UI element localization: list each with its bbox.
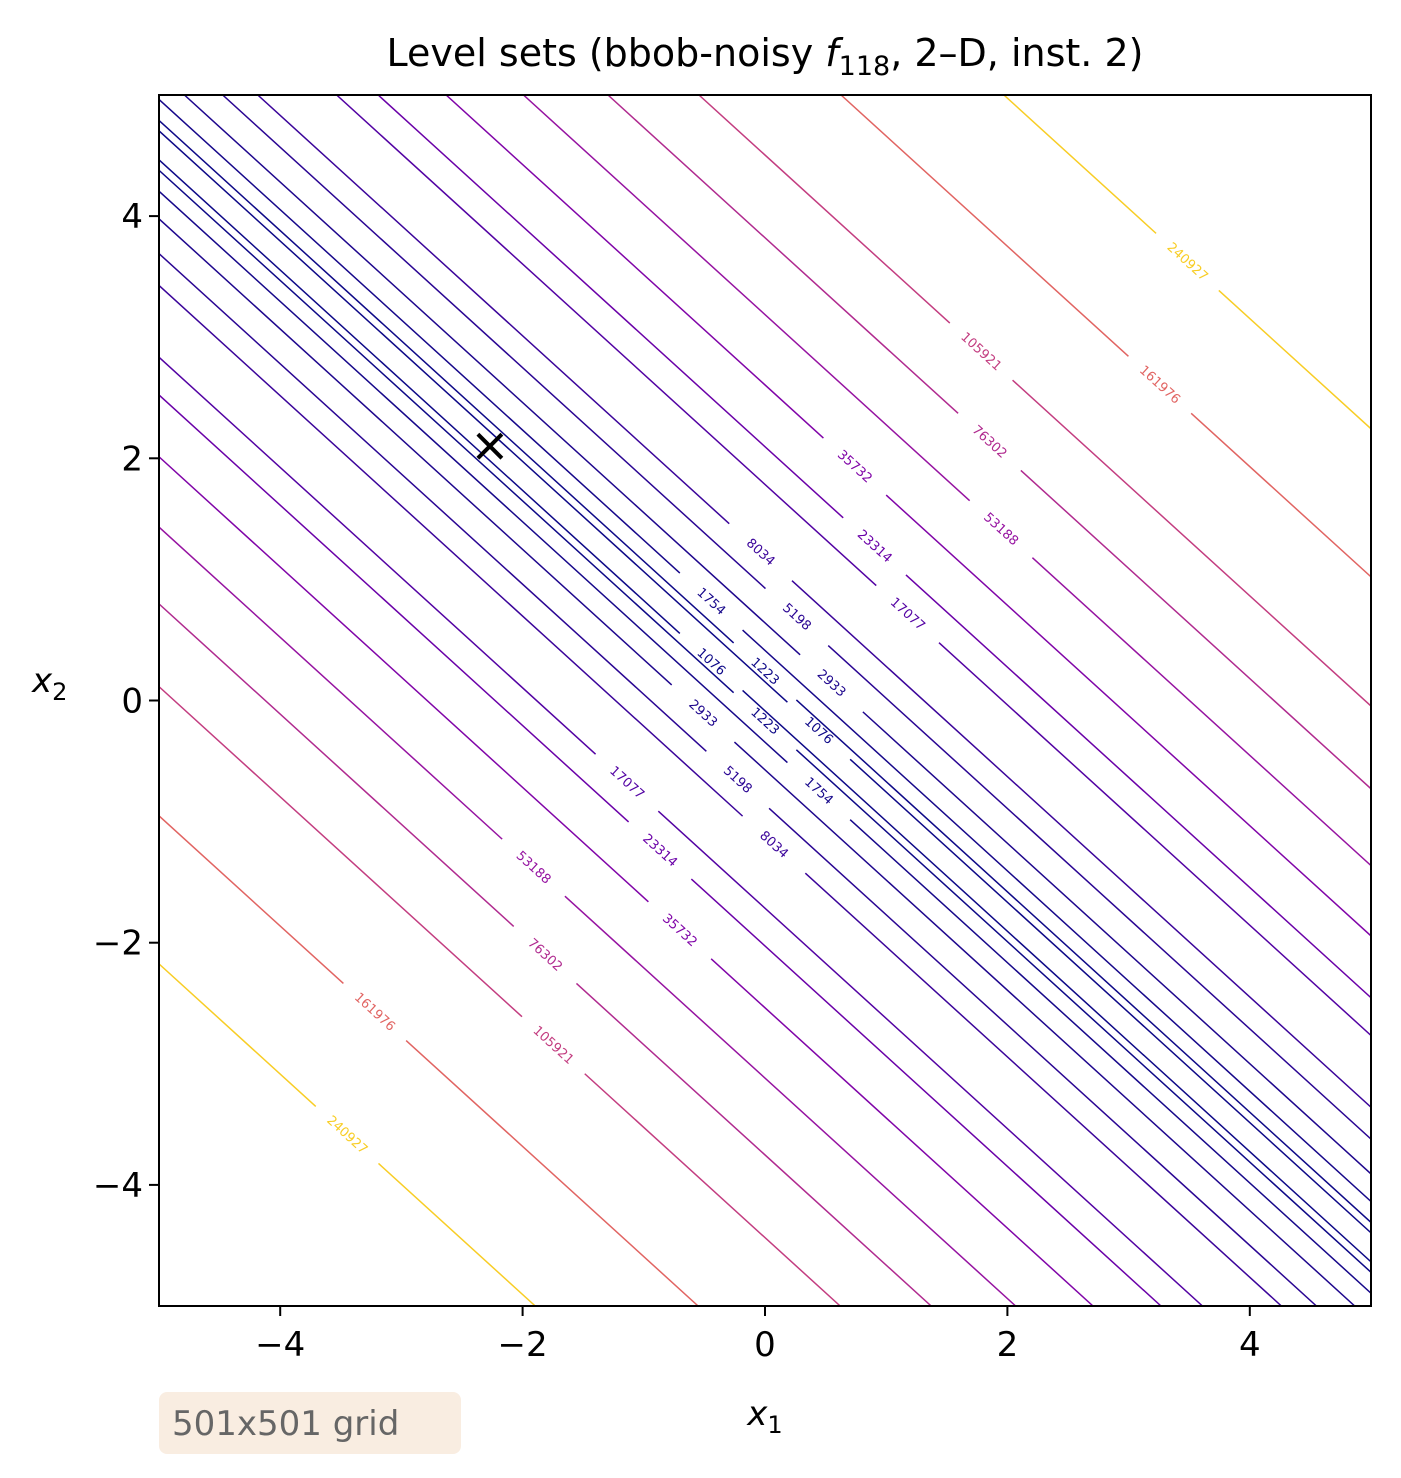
contour-label: 53188 — [980, 510, 1021, 549]
contour-line — [159, 394, 1162, 1306]
contour-line — [522, 95, 1371, 867]
contour-label: 35732 — [659, 911, 700, 950]
contour-label: 161976 — [351, 990, 398, 1035]
y-tick-label: 4 — [121, 197, 143, 237]
contour-label: 105921 — [530, 1023, 577, 1068]
contour-label: 76302 — [969, 423, 1010, 462]
contour-line — [159, 963, 536, 1306]
contour-line — [698, 95, 1371, 707]
x-tick-label: 4 — [1239, 1325, 1261, 1365]
title-subscript: 118 — [839, 51, 891, 82]
annotation: 501x501 grid — [172, 1404, 399, 1444]
contour-line — [159, 169, 1371, 1273]
y-tick-label: 2 — [121, 439, 143, 479]
contour-label: 161976 — [1136, 363, 1183, 408]
contour-label: 35732 — [834, 447, 875, 486]
contour-line — [222, 95, 1371, 1140]
contour-line — [159, 526, 1017, 1306]
contour-line — [377, 95, 1371, 999]
contour-line — [159, 356, 1203, 1306]
x-axis-label: x1 — [746, 1394, 782, 1439]
y-tick-label: −2 — [93, 924, 143, 964]
contour-label: 240927 — [1164, 240, 1211, 285]
contour-line — [445, 95, 1371, 937]
contour-label: 5198 — [720, 763, 755, 796]
contour-line — [159, 190, 1371, 1294]
contour-label: 240927 — [323, 1113, 370, 1158]
x-tick-label: 0 — [754, 1325, 776, 1365]
y-tick-label: −4 — [93, 1166, 143, 1206]
contour-line — [159, 815, 699, 1306]
contour-line — [159, 159, 1371, 1263]
contour-label: 1754 — [801, 775, 836, 808]
contour-label: 1076 — [694, 646, 729, 679]
contour-label: 2933 — [814, 667, 849, 700]
annotation-box — [159, 1392, 461, 1454]
contour-label: 8034 — [756, 828, 791, 861]
contour-line — [840, 95, 1371, 578]
contour-line — [159, 603, 932, 1306]
contour-label: 8034 — [743, 536, 778, 569]
contour-line — [336, 95, 1371, 1037]
contour-line — [607, 95, 1371, 790]
contour-line — [159, 130, 1371, 1234]
contour-line — [257, 95, 1371, 1108]
contour-line — [159, 253, 1317, 1306]
y-label-sub: 2 — [52, 678, 67, 706]
contour-label: 17077 — [887, 595, 928, 634]
contour-line — [159, 456, 1094, 1306]
contour-label: 1754 — [694, 585, 729, 618]
x-tick-label: −4 — [255, 1325, 305, 1365]
contour-label: 17077 — [606, 764, 647, 803]
title-text: , 2–D, inst. 2) — [890, 31, 1143, 75]
contour-label: 1223 — [747, 655, 782, 688]
contour-line — [1003, 95, 1371, 430]
title-text: Level sets (bbob-noisy — [387, 31, 826, 75]
contour-label: 2933 — [685, 697, 720, 730]
contour-label: 53188 — [513, 849, 554, 888]
contour-label: 23314 — [639, 831, 680, 870]
contour-label: 105921 — [957, 330, 1004, 375]
x-tick-label: 2 — [997, 1325, 1019, 1365]
x-tick-label: −2 — [498, 1325, 548, 1365]
contour-label: 23314 — [854, 527, 895, 566]
y-axis-label: x2 — [31, 661, 67, 706]
contour-label: 76302 — [524, 936, 565, 975]
x-label-base: x — [746, 1394, 768, 1434]
contours — [159, 95, 1371, 1306]
contour-line — [159, 284, 1282, 1306]
contour-line — [159, 218, 1356, 1306]
y-label-base: x — [31, 661, 53, 701]
y-tick-label: 0 — [121, 682, 143, 722]
chart-title: Level sets (bbob-noisy f118, 2–D, inst. … — [387, 31, 1144, 82]
contour-label: 5198 — [779, 601, 814, 634]
optimum-marker — [476, 432, 504, 460]
contour-line — [159, 119, 1371, 1223]
contour-line — [159, 686, 841, 1306]
contour-line — [159, 98, 1371, 1203]
x-label-sub: 1 — [767, 1411, 782, 1439]
contour-line — [183, 95, 1371, 1175]
